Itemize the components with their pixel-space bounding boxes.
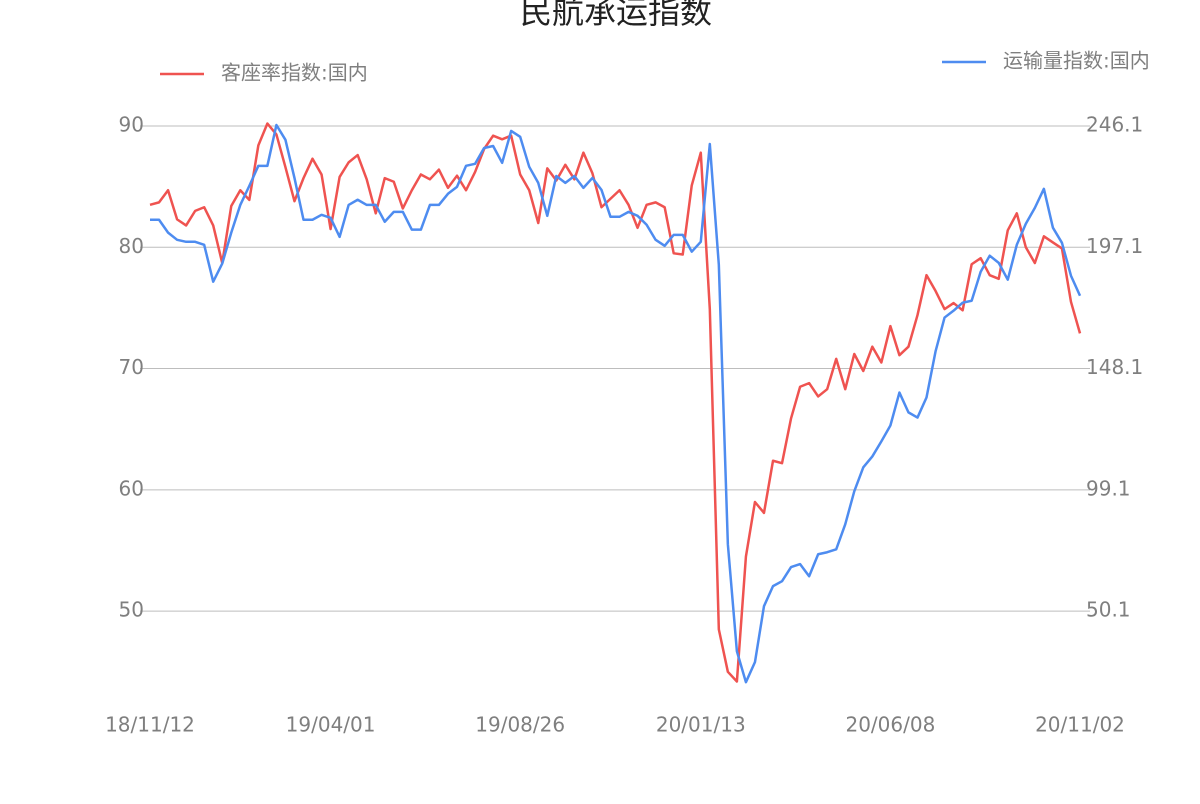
- x-tick-label: 18/11/12: [105, 713, 195, 737]
- x-tick-label: 20/11/02: [1035, 713, 1125, 737]
- line-series: [150, 123, 1082, 684]
- x-tick-label: 20/06/08: [845, 713, 935, 737]
- y2-tick-label: 197.1: [1086, 234, 1143, 258]
- y-tick-label: 70: [119, 355, 144, 379]
- y-tick-label: 90: [119, 112, 144, 136]
- legend-label: 客座率指数:国内: [221, 61, 368, 85]
- y2-tick-label: 246.1: [1086, 112, 1143, 136]
- y-tick-label: 50: [119, 598, 144, 622]
- x-tick-label: 20/01/13: [656, 713, 746, 737]
- y2-tick-label: 99.1: [1086, 476, 1131, 500]
- line-series: [149, 122, 1082, 683]
- x-tick-label: 19/04/01: [286, 713, 376, 737]
- y-tick-label: 80: [119, 234, 144, 258]
- y-tick-label: 60: [119, 476, 144, 500]
- chart-title: 民航承运指数: [520, 0, 712, 31]
- y2-tick-label: 50.1: [1086, 598, 1131, 622]
- legend-label: 运输量指数:国内: [1003, 49, 1150, 73]
- y2-tick-label: 148.1: [1086, 355, 1143, 379]
- x-tick-label: 19/08/26: [475, 713, 565, 737]
